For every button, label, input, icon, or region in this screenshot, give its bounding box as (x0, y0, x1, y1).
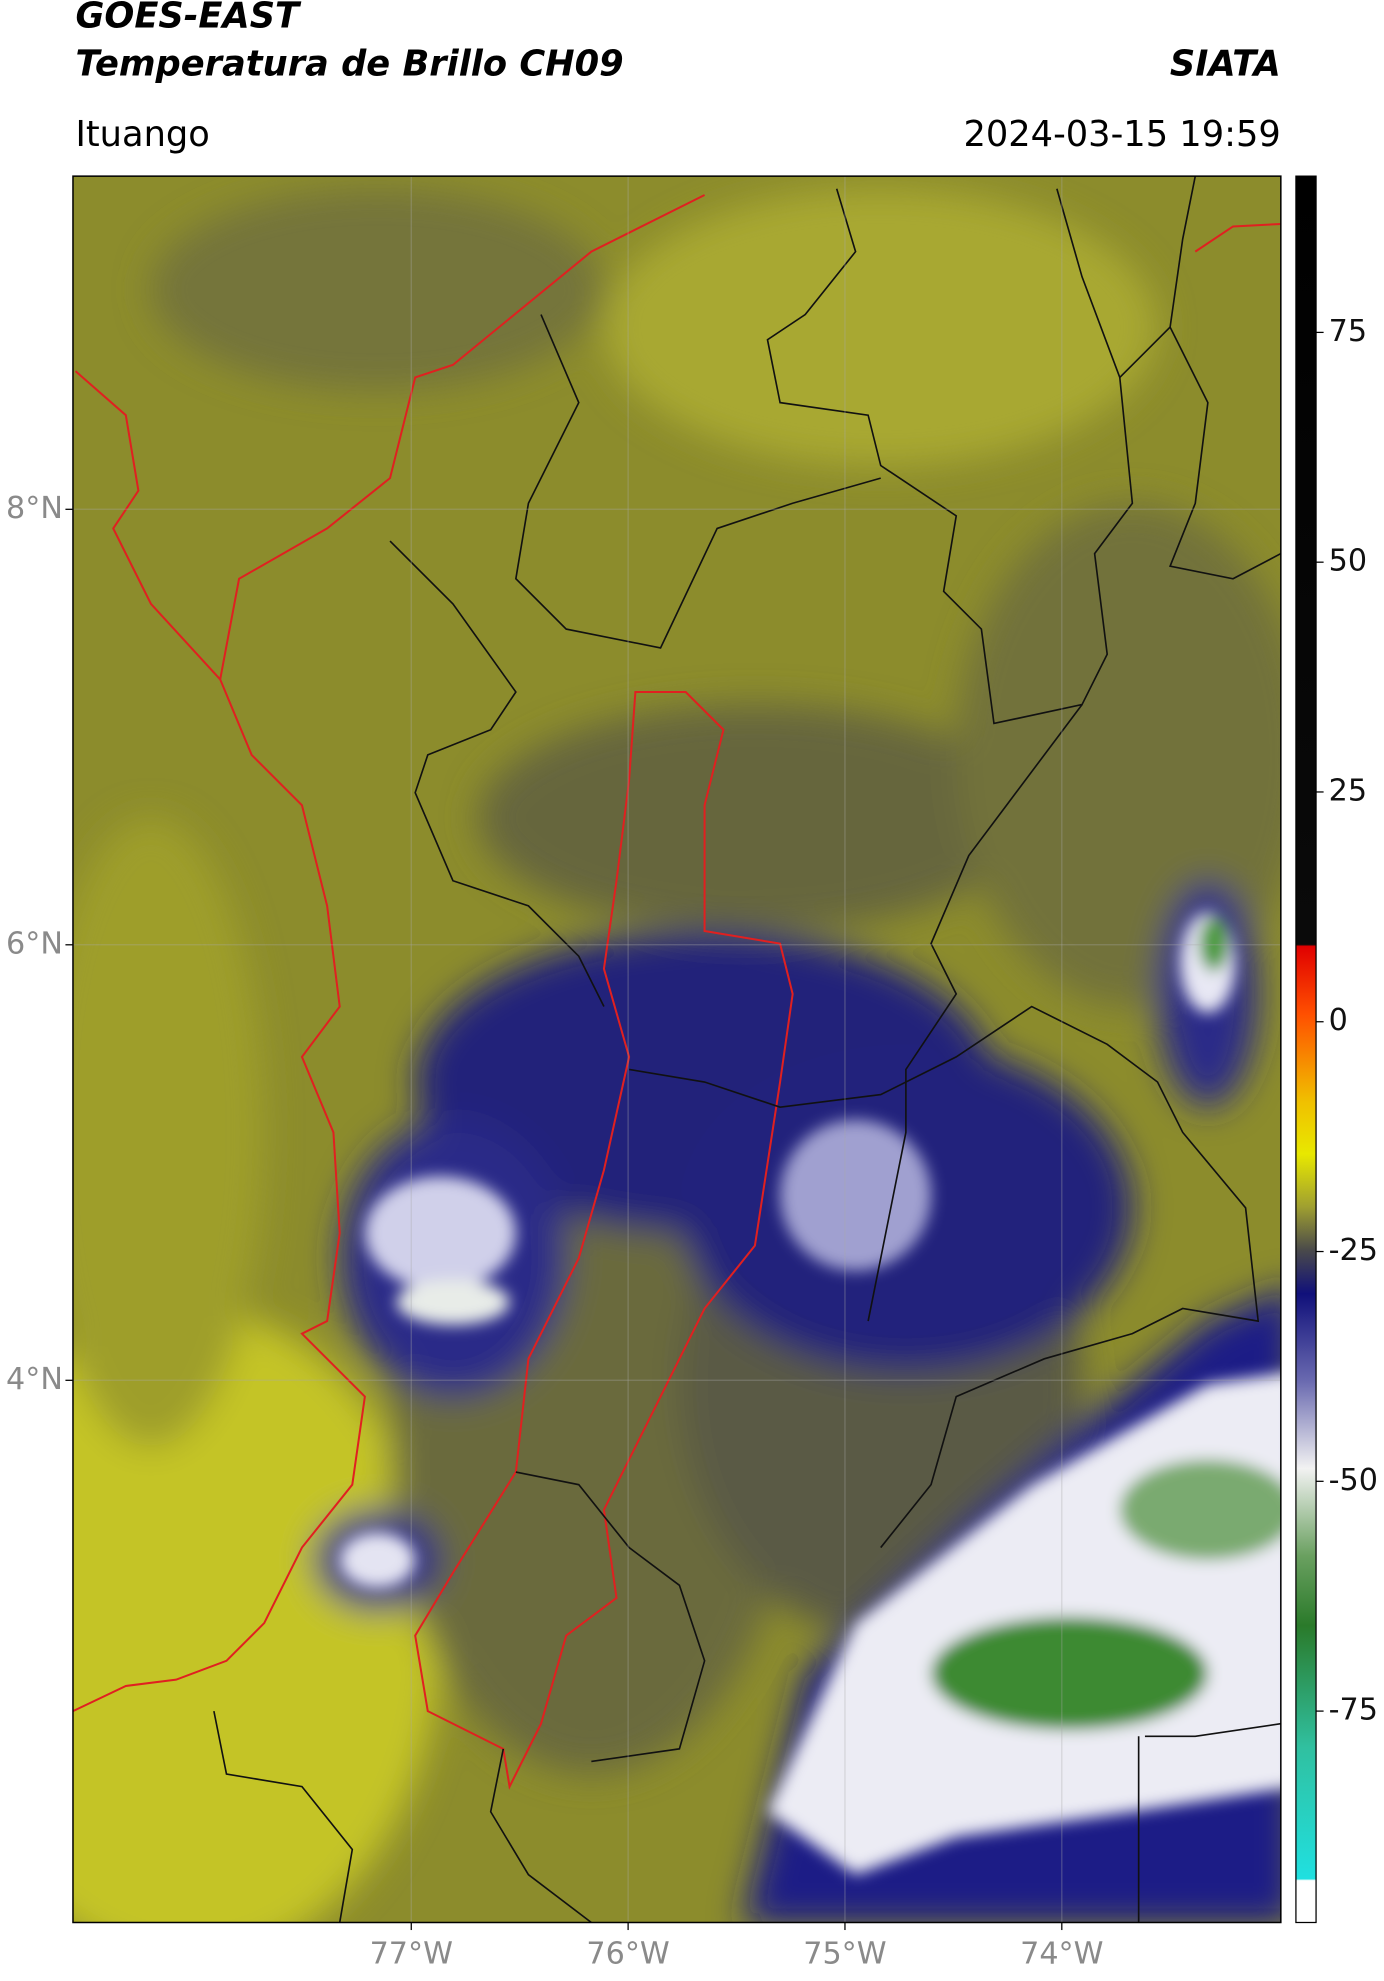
agency: SIATA (1170, 43, 1281, 84)
timestamp: 2024-03-15 19:59 (963, 114, 1280, 155)
colorbar (1295, 175, 1317, 1924)
colorbar-tick-label: 25 (1329, 773, 1367, 808)
colorbar-tick-label: 50 (1329, 544, 1367, 579)
lat-tick-label: 4°N (6, 1362, 63, 1397)
colorbar-tick-label: 0 (1329, 1003, 1348, 1038)
title: GOES-EAST (75, 0, 302, 37)
header: GOES-EAST Temperatura de Brillo CH09 SIA… (75, 0, 1280, 155)
lat-tick-label: 6°N (6, 926, 63, 961)
location: Ituango (75, 114, 209, 155)
satellite-image (72, 176, 1281, 1923)
colorbar-tick-label: 75 (1329, 314, 1367, 349)
lon-tick-label: 77°W (370, 1937, 453, 1972)
lon-tick-label: 74°W (1020, 1937, 1103, 1972)
lon-tick-label: 75°W (803, 1937, 886, 1972)
colorbar-tick-label: -25 (1329, 1233, 1378, 1268)
map-frame (72, 175, 1282, 1924)
graticule: 8°N 6°N 4°N 77°W 76°W 75°W 74°W (6, 176, 1281, 1972)
subtitle: Temperatura de Brillo CH09 (75, 43, 623, 84)
colorbar-tick-label: -50 (1329, 1463, 1378, 1498)
colorbar-tick-label: -75 (1329, 1693, 1378, 1728)
lon-tick-label: 76°W (586, 1937, 669, 1972)
lat-tick-label: 8°N (6, 491, 63, 526)
colorbar-ticks: 75 50 25 0 -25 -50 -75 (1316, 314, 1378, 1728)
